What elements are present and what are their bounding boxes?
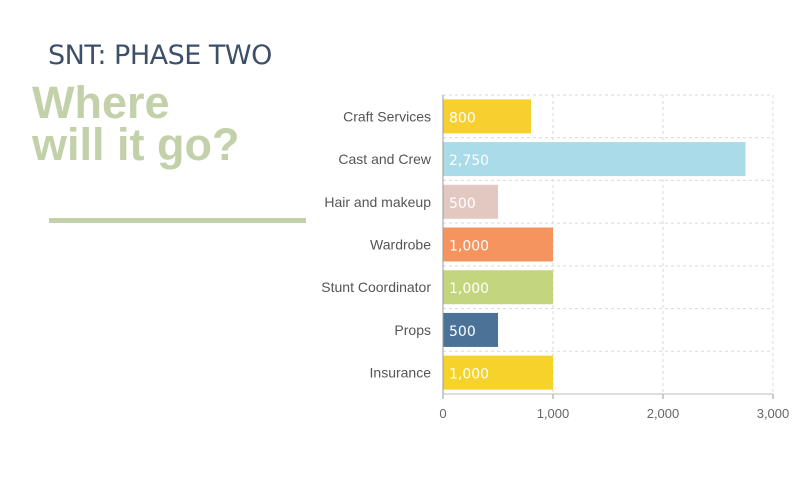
category-label: Stunt Coordinator xyxy=(321,279,431,295)
category-label: Props xyxy=(394,322,431,338)
bar xyxy=(443,355,553,390)
data-label: 1,000 xyxy=(449,281,489,297)
kicker-title: SNT: PHASE TWO xyxy=(48,40,272,71)
accent-rule xyxy=(49,218,306,223)
category-label: Hair and makeup xyxy=(324,194,431,210)
bar xyxy=(443,227,553,262)
category-label: Craft Services xyxy=(343,108,431,124)
data-label: 800 xyxy=(449,110,476,126)
headline-line-1: Where xyxy=(32,77,170,128)
category-label: Wardrobe xyxy=(370,237,431,253)
bar xyxy=(443,184,498,219)
headline: Where will it go? xyxy=(32,80,332,167)
x-tick-label: 3,000 xyxy=(757,406,790,421)
bar xyxy=(443,312,498,347)
data-label: 1,000 xyxy=(449,367,489,383)
x-tick-label: 1,000 xyxy=(537,406,570,421)
headline-line-2: will it go? xyxy=(32,119,240,170)
x-tick-label: 2,000 xyxy=(647,406,680,421)
bar xyxy=(443,142,746,177)
data-label: 500 xyxy=(449,196,476,212)
bar xyxy=(443,270,553,305)
category-label: Insurance xyxy=(370,365,432,381)
data-label: 1,000 xyxy=(449,239,489,255)
bar xyxy=(443,99,531,134)
data-label: 2,750 xyxy=(449,153,489,169)
x-tick-label: 0 xyxy=(439,406,446,421)
category-label: Cast and Crew xyxy=(338,151,431,167)
data-label: 500 xyxy=(449,324,476,340)
